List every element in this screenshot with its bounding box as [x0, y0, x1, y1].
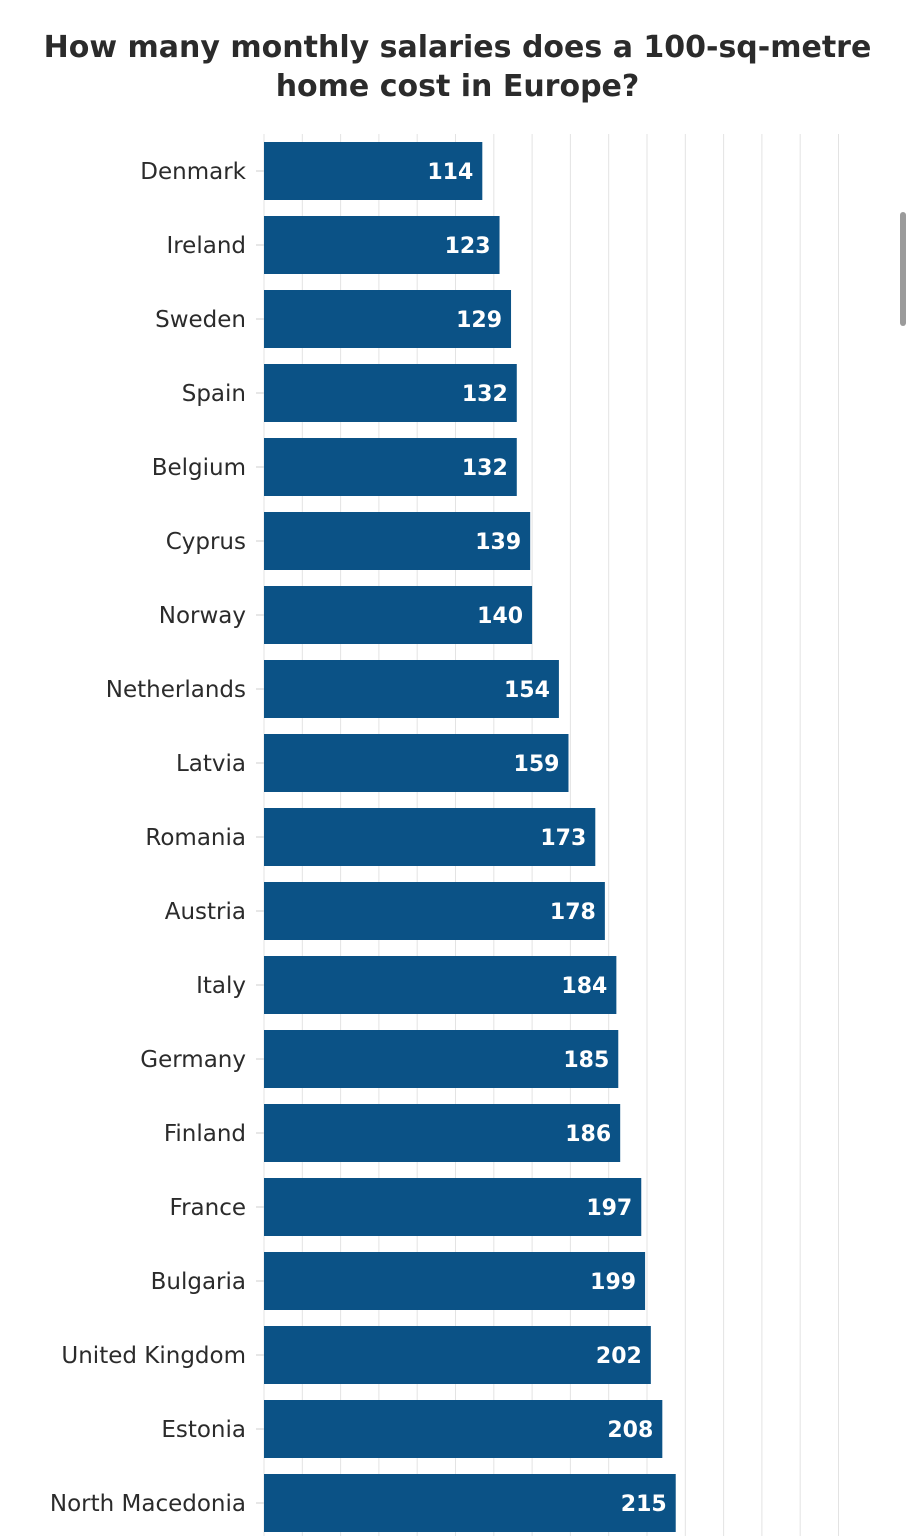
bar-sweden — [264, 290, 512, 348]
category-label: Cyprus — [166, 529, 246, 555]
bar-belgium — [264, 438, 517, 496]
category-label: Finland — [164, 1121, 246, 1147]
data-label: 178 — [550, 900, 596, 925]
category-label: Romania — [145, 825, 246, 851]
data-label: 132 — [462, 456, 508, 481]
bars — [264, 142, 676, 1532]
data-label: 208 — [607, 1418, 653, 1443]
data-label: 140 — [477, 604, 523, 629]
category-label: Spain — [182, 381, 246, 407]
category-label: Ireland — [166, 233, 246, 259]
data-label: 114 — [427, 160, 473, 185]
bar-italy — [264, 956, 617, 1014]
data-label: 215 — [621, 1492, 667, 1517]
bar-norway — [264, 586, 533, 644]
value-labels: 114 123 129 132 132 139 140 154 159 173 178 184 185 1… — [427, 160, 666, 1517]
category-label: Austria — [165, 899, 246, 925]
bar-romania — [264, 808, 596, 866]
bar-estonia — [264, 1400, 663, 1458]
data-label: 154 — [504, 678, 550, 703]
bar-north-macedonia — [264, 1474, 676, 1532]
data-label: 184 — [561, 974, 607, 999]
bar-cyprus — [264, 512, 531, 570]
data-label: 173 — [540, 826, 586, 851]
data-label: 123 — [445, 234, 491, 259]
category-label: Bulgaria — [151, 1269, 246, 1295]
category-label: Sweden — [155, 307, 246, 333]
category-label: North Macedonia — [50, 1491, 246, 1517]
chart-title: How many monthly salaries does a 100-sq-… — [0, 28, 915, 106]
scrollbar-thumb[interactable] — [900, 212, 906, 326]
bar-germany — [264, 1030, 619, 1088]
category-label: Latvia — [176, 751, 246, 777]
data-label: 139 — [475, 530, 521, 555]
chart-title-line-1: How many monthly salaries does a 100-sq-… — [43, 30, 872, 65]
bar-france — [264, 1178, 642, 1236]
data-label: 202 — [596, 1344, 642, 1369]
category-label: Norway — [159, 603, 246, 629]
data-label: 129 — [456, 308, 502, 333]
bar-latvia — [264, 734, 569, 792]
data-label: 185 — [563, 1048, 609, 1073]
category-label: Estonia — [161, 1417, 246, 1443]
category-label: Italy — [196, 973, 246, 999]
category-label: Germany — [140, 1047, 246, 1073]
data-label: 186 — [565, 1122, 611, 1147]
data-label: 132 — [462, 382, 508, 407]
category-label: Belgium — [152, 455, 246, 481]
bar-denmark — [264, 142, 483, 200]
data-label: 197 — [586, 1196, 632, 1221]
data-label: 199 — [590, 1270, 636, 1295]
category-label: United Kingdom — [61, 1343, 246, 1369]
category-label: France — [170, 1195, 246, 1221]
bar-netherlands — [264, 660, 559, 718]
category-label: Netherlands — [106, 677, 246, 703]
data-label: 159 — [514, 752, 560, 777]
bar-united-kingdom — [264, 1326, 651, 1384]
bar-bulgaria — [264, 1252, 646, 1310]
category-labels: Denmark Ireland Sweden Spain Belgium Cyprus No… — [50, 159, 247, 1517]
bar-ireland — [264, 216, 500, 274]
category-label: Denmark — [140, 159, 246, 185]
bar-austria — [264, 882, 605, 940]
bar-spain — [264, 364, 517, 422]
chart-title-line-2: home cost in Europe? — [275, 69, 640, 104]
bar-finland — [264, 1104, 621, 1162]
